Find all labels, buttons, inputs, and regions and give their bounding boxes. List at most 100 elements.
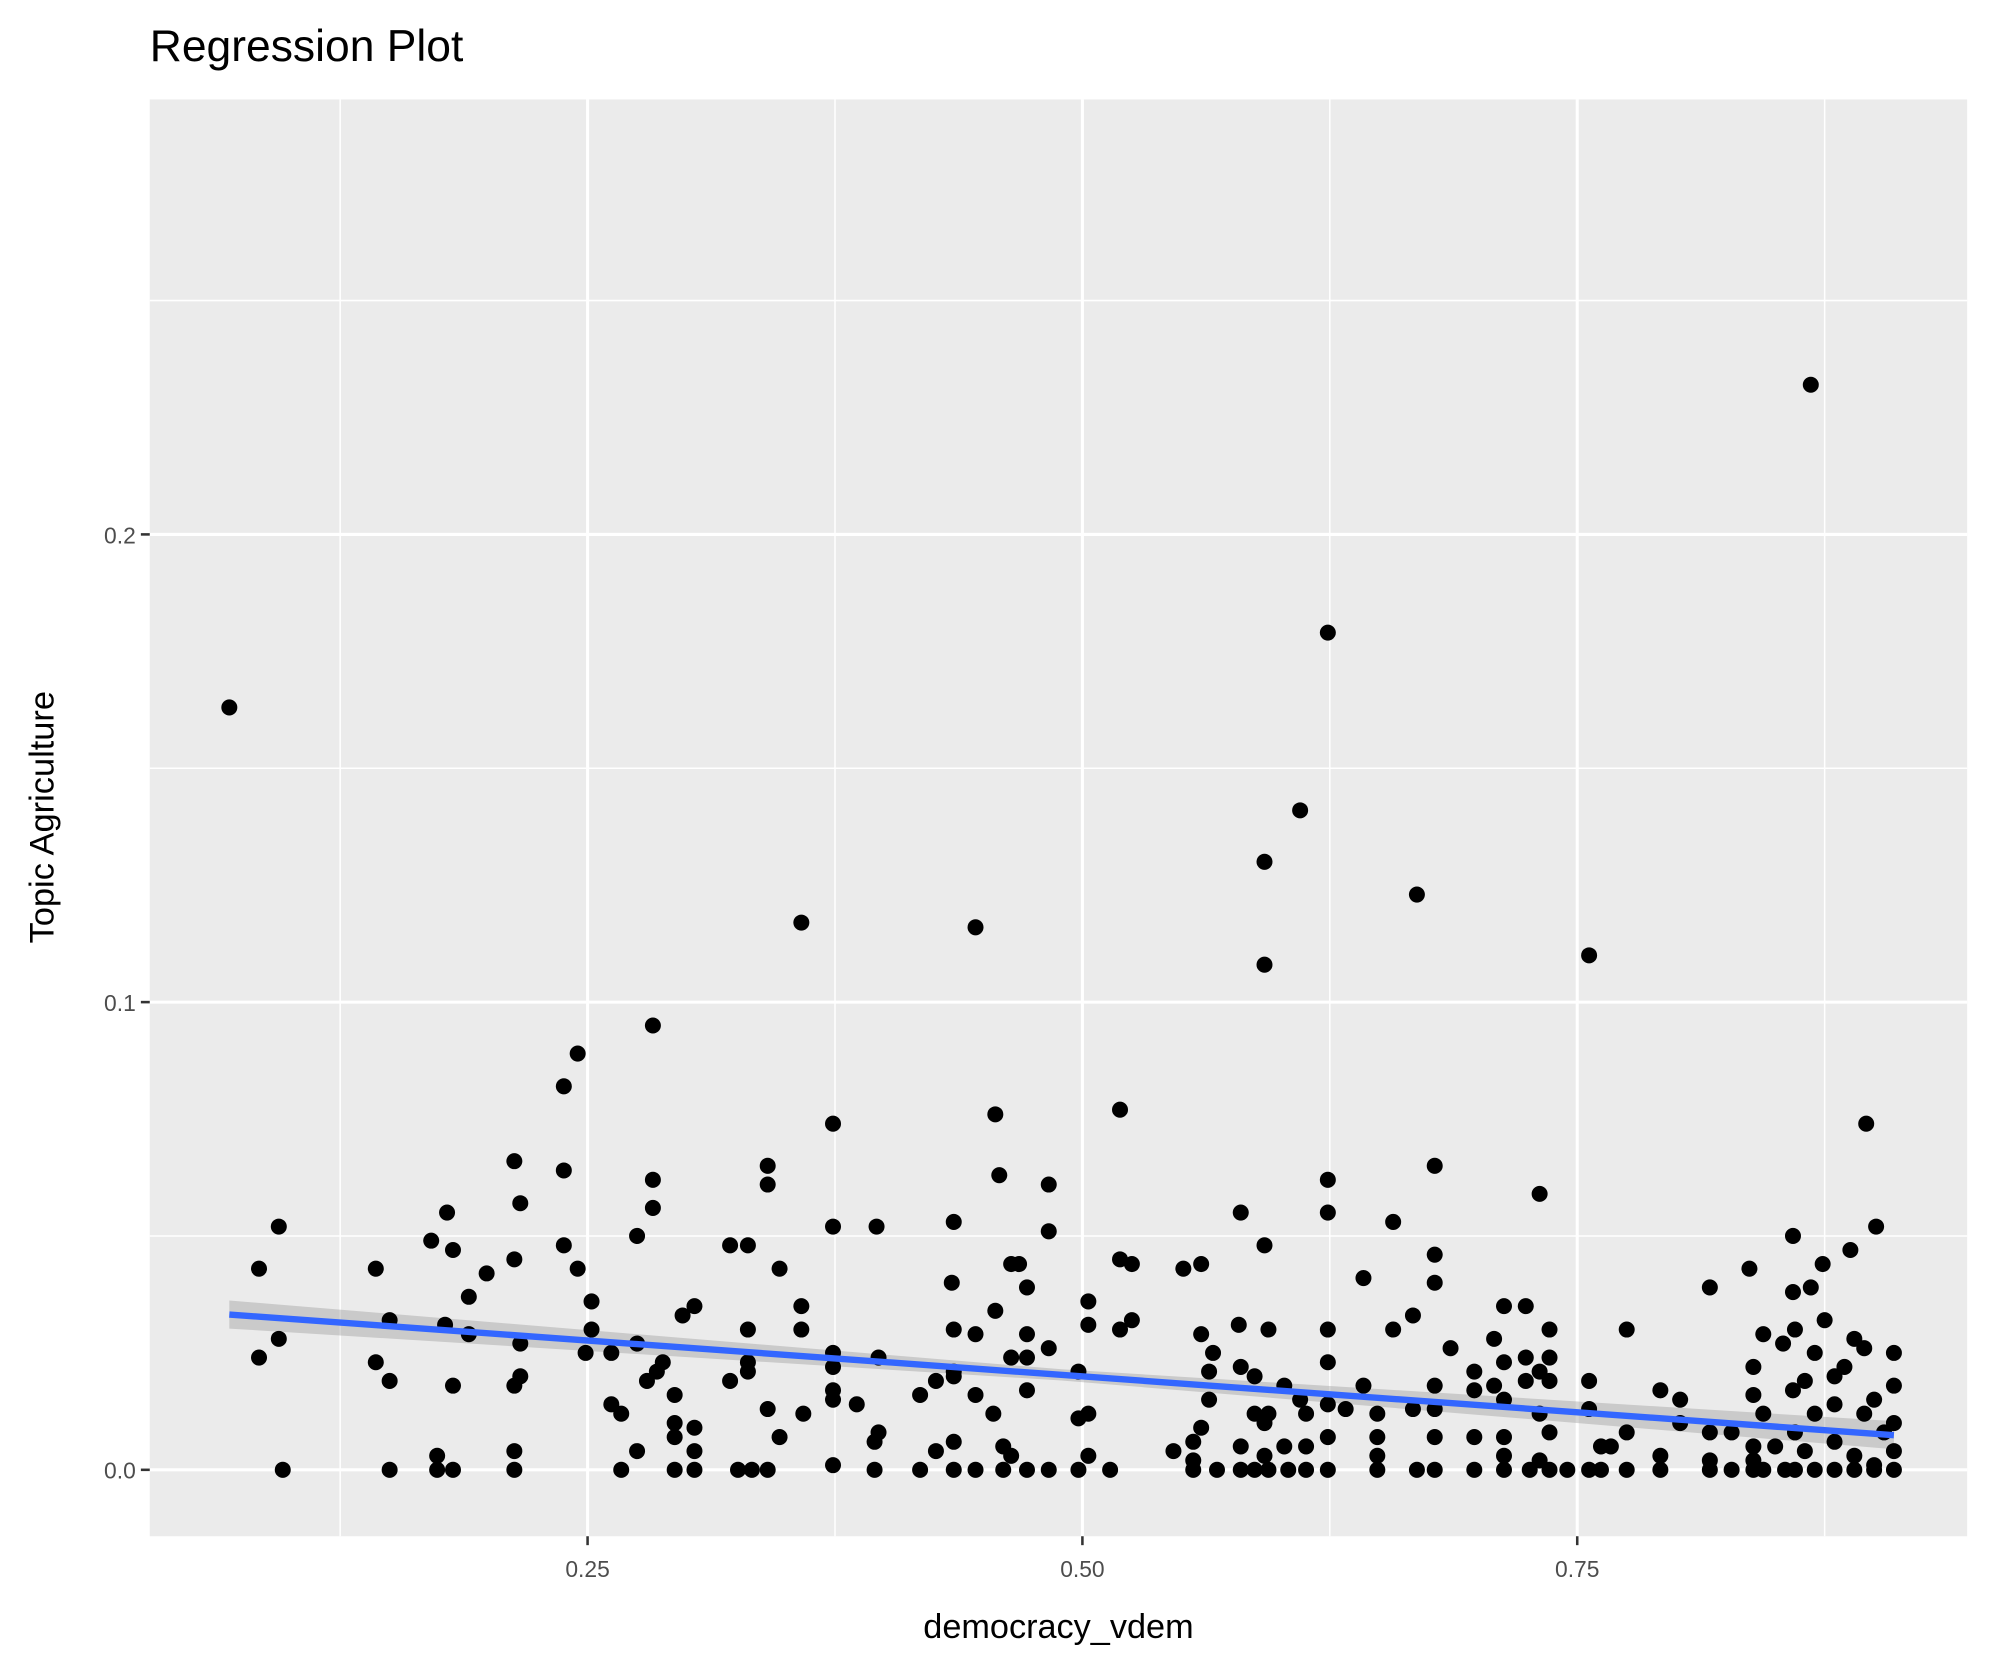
data-point: [1868, 1218, 1885, 1235]
data-point: [743, 1461, 760, 1478]
data-point: [1652, 1382, 1669, 1399]
data-point: [1185, 1433, 1202, 1450]
data-point: [927, 1443, 944, 1460]
data-point: [555, 1078, 572, 1095]
data-point: [1496, 1354, 1512, 1371]
data-point: [1319, 624, 1336, 641]
data-point: [381, 1461, 398, 1478]
data-point: [1745, 1386, 1762, 1404]
data-point: [1826, 1461, 1843, 1478]
data-point: [506, 1153, 523, 1170]
data-point: [943, 1274, 960, 1291]
data-point: [1319, 1461, 1336, 1478]
data-point: [1581, 1461, 1598, 1478]
data-point: [666, 1429, 683, 1446]
data-point: [1193, 1326, 1210, 1343]
data-point: [686, 1298, 703, 1315]
data-point: [1755, 1461, 1772, 1478]
data-point: [868, 1218, 885, 1235]
data-point: [1408, 886, 1425, 903]
data-point: [1175, 1260, 1192, 1277]
data-point: [1123, 1312, 1140, 1329]
data-point: [795, 1405, 812, 1422]
data-point: [1003, 1447, 1020, 1464]
data-point: [1802, 376, 1819, 393]
data-point: [1246, 1368, 1263, 1385]
data-point: [1011, 1255, 1028, 1273]
data-point: [1806, 1405, 1823, 1422]
data-point: [1256, 1237, 1273, 1254]
data-point: [1040, 1223, 1057, 1240]
data-point: [512, 1195, 529, 1212]
data-point: [1541, 1372, 1558, 1389]
data-point: [367, 1354, 384, 1371]
data-point: [1806, 1344, 1823, 1361]
data-point: [1018, 1279, 1035, 1296]
data-point: [1496, 1461, 1512, 1478]
data-point: [927, 1372, 944, 1389]
data-point: [1814, 1255, 1831, 1273]
data-point: [1784, 1284, 1801, 1301]
data-point: [759, 1400, 776, 1418]
data-point: [730, 1461, 747, 1478]
data-point: [825, 1358, 842, 1375]
data-point: [1404, 1307, 1421, 1324]
data-point: [945, 1433, 962, 1450]
data-point: [1618, 1321, 1635, 1338]
x-axis-label: democracy_vdem: [923, 1608, 1193, 1646]
data-point: [1517, 1349, 1534, 1366]
data-point: [644, 1017, 661, 1034]
data-point: [444, 1377, 461, 1394]
data-point: [270, 1218, 287, 1235]
data-point: [577, 1344, 594, 1361]
data-point: [1369, 1461, 1386, 1478]
data-point: [603, 1344, 620, 1361]
data-point: [1123, 1255, 1140, 1273]
data-point: [1185, 1461, 1202, 1478]
data-point: [1672, 1391, 1689, 1408]
data-point: [991, 1167, 1008, 1184]
data-point: [654, 1354, 671, 1371]
data-point: [686, 1419, 703, 1436]
data-point: [1755, 1405, 1772, 1422]
data-point: [444, 1241, 461, 1259]
data-point: [1802, 1279, 1819, 1296]
data-point: [429, 1447, 446, 1464]
data-point: [1080, 1447, 1097, 1464]
axes: 0.25 0.50 0.75 0.0 0.1 0.2: [104, 522, 1599, 1582]
data-point: [1102, 1461, 1119, 1478]
data-point: [629, 1443, 646, 1460]
data-point: [1784, 1382, 1801, 1399]
data-point: [666, 1461, 683, 1478]
data-point: [1866, 1391, 1883, 1408]
data-point: [1260, 1405, 1277, 1422]
data-point: [1885, 1344, 1902, 1361]
data-point: [987, 1302, 1004, 1319]
data-point: [251, 1349, 268, 1366]
data-point: [1426, 1246, 1443, 1263]
data-point: [666, 1386, 683, 1404]
data-point: [967, 1386, 984, 1404]
data-point: [1426, 1461, 1443, 1478]
data-point: [1369, 1429, 1386, 1446]
data-point: [644, 1199, 661, 1216]
data-point: [429, 1461, 446, 1478]
data-point: [583, 1293, 600, 1310]
data-point: [1486, 1330, 1503, 1347]
data-point: [1496, 1429, 1512, 1446]
data-point: [945, 1213, 962, 1230]
data-point: [1816, 1312, 1833, 1329]
data-point: [1018, 1349, 1035, 1366]
data-point: [506, 1461, 523, 1478]
y-tick-label: 0.2: [104, 522, 136, 548]
data-point: [1298, 1461, 1315, 1478]
data-point: [1040, 1340, 1057, 1357]
data-point: [444, 1461, 461, 1478]
data-point: [644, 1171, 661, 1188]
data-point: [1517, 1372, 1534, 1389]
data-point: [967, 1326, 984, 1343]
data-point: [1256, 853, 1273, 870]
data-point: [722, 1237, 739, 1254]
data-point: [555, 1237, 572, 1254]
data-point: [1486, 1377, 1503, 1394]
